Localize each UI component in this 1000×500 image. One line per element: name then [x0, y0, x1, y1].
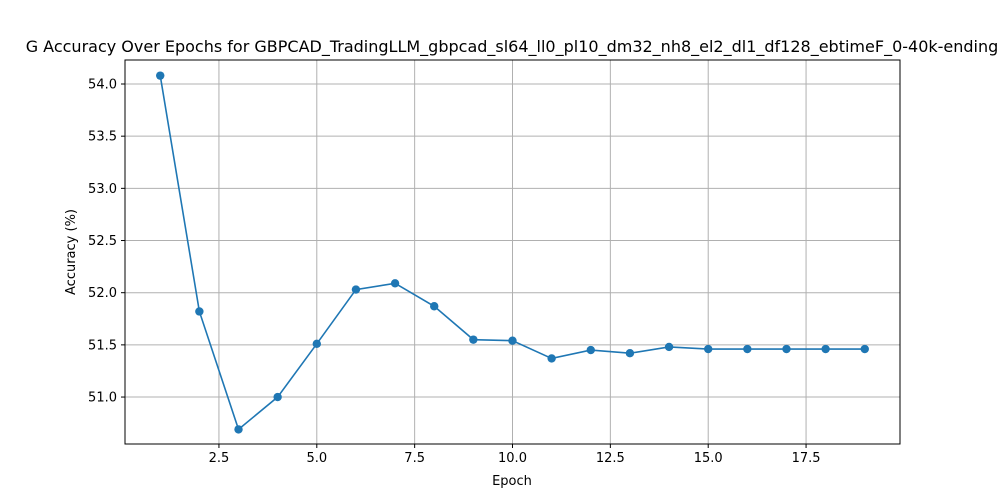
x-tick-label: 10.0 [498, 451, 527, 466]
data-point [860, 344, 869, 354]
series-layer [156, 71, 869, 434]
x-tick-label: 2.5 [209, 451, 230, 466]
data-point [273, 392, 282, 402]
grid-lines [125, 60, 900, 444]
data-point [821, 344, 830, 354]
y-axis-label: Accuracy (%) [64, 209, 79, 295]
data-point [430, 302, 439, 311]
y-tick-label: 51.0 [88, 391, 117, 406]
data-point [156, 71, 165, 80]
data-point [390, 279, 400, 288]
x-tick-label: 17.5 [792, 451, 821, 466]
data-point [664, 342, 674, 352]
data-point [547, 354, 556, 363]
y-tick-label: 52.0 [88, 286, 117, 301]
data-point [469, 335, 478, 344]
data-point [508, 336, 517, 345]
x-axis-label: Epoch [492, 474, 532, 489]
y-tick-label: 53.0 [88, 182, 117, 197]
data-point [312, 339, 321, 349]
y-tick-label: 54.0 [88, 78, 117, 93]
y-axis-ticks: 51.0 51.5 52.0 52.5 53.0 53.5 54.0 [88, 78, 125, 406]
data-point [704, 344, 713, 354]
y-tick-label: 53.5 [88, 130, 117, 145]
data-point [782, 344, 791, 354]
data-point [234, 425, 243, 434]
y-tick-label: 52.5 [88, 234, 117, 249]
data-point [625, 349, 635, 358]
x-tick-label: 5.0 [306, 451, 327, 466]
chart-title: G Accuracy Over Epochs for GBPCAD_Tradin… [26, 37, 999, 57]
y-tick-label: 51.5 [88, 338, 117, 353]
data-point [586, 345, 595, 355]
x-tick-label: 15.0 [694, 451, 723, 466]
data-point [195, 307, 204, 316]
data-point [351, 285, 361, 294]
x-axis-ticks: 2.5 5.0 7.5 10.0 12.5 15.0 17.5 [209, 444, 821, 466]
data-point [743, 344, 752, 354]
x-tick-label: 12.5 [596, 451, 625, 466]
x-tick-label: 7.5 [404, 451, 425, 466]
